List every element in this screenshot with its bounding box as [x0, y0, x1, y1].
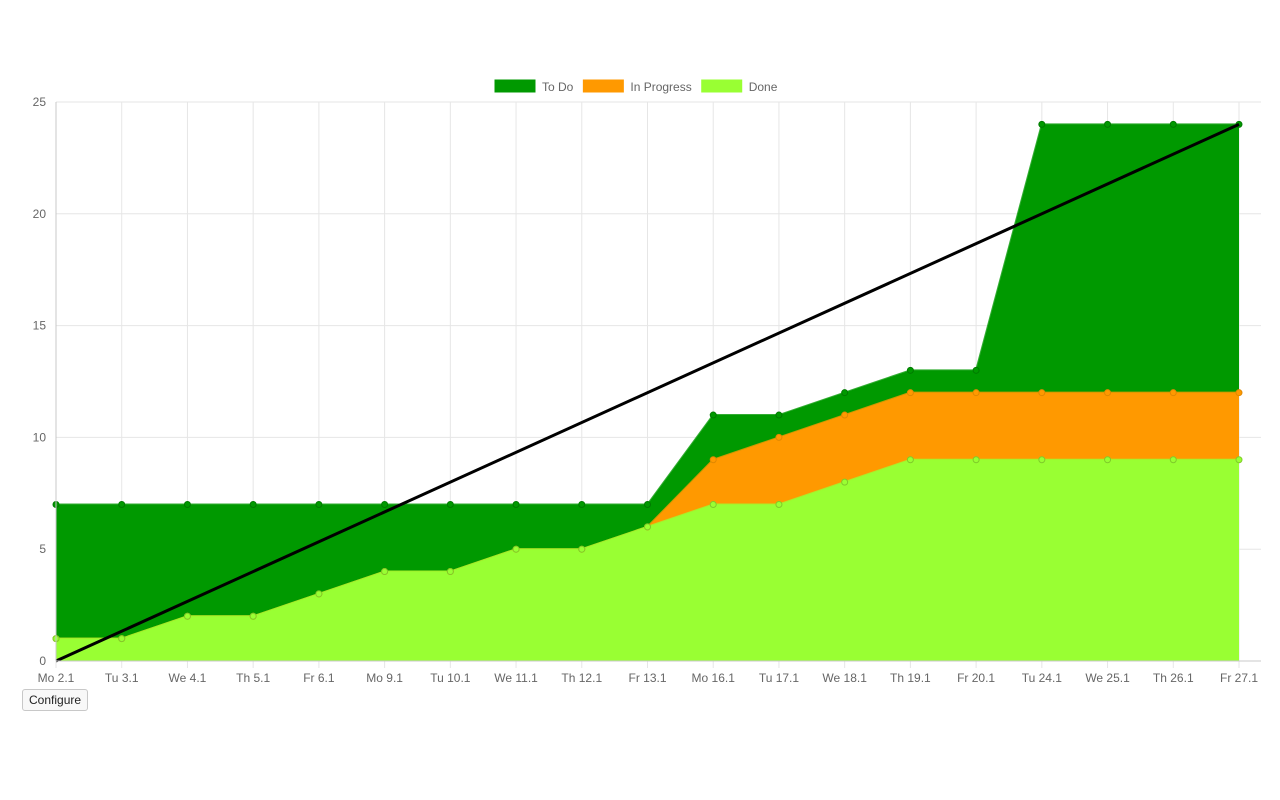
x-tick-label: We 4.1 [169, 671, 207, 685]
data-point-to-do [446, 500, 454, 508]
data-point-to-do [972, 366, 980, 374]
data-point-done [1169, 456, 1177, 464]
data-point-done [1038, 456, 1046, 464]
data-point-done [972, 456, 980, 464]
configure-button[interactable]: Configure [22, 689, 89, 711]
x-tick-label: Th 26.1 [1153, 671, 1194, 685]
data-point-done [906, 456, 914, 464]
legend-label-in-progress: In Progress [630, 80, 691, 94]
x-tick-label: Mo 2.1 [38, 671, 75, 685]
data-point-in-progress [841, 411, 849, 419]
data-point-to-do [644, 500, 651, 508]
data-point-to-do [512, 500, 520, 508]
y-tick-label: 10 [33, 430, 47, 444]
data-point-to-do [709, 411, 717, 419]
data-point-in-progress [906, 389, 914, 397]
data-point-in-progress [1235, 389, 1243, 397]
data-point-done [183, 612, 191, 620]
data-point-to-do [1038, 120, 1046, 128]
x-tick-label: We 11.1 [494, 671, 538, 685]
legend-label-to-do: To Do [542, 80, 574, 94]
data-point-to-do [1104, 120, 1112, 128]
data-point-to-do [906, 366, 914, 374]
data-point-done [446, 568, 454, 576]
data-point-done [315, 590, 323, 598]
x-tick-label: Th 19.1 [890, 671, 931, 685]
data-point-to-do [249, 500, 257, 508]
data-point-to-do [315, 500, 323, 508]
x-tick-label: Tu 24.1 [1022, 671, 1063, 685]
data-point-to-do [381, 500, 389, 508]
x-tick-label: Fr 6.1 [303, 671, 335, 685]
data-point-in-progress [709, 456, 717, 464]
data-point-done [381, 568, 389, 576]
y-tick-label: 5 [39, 542, 46, 556]
data-point-to-do [118, 500, 126, 508]
ideal-line [55, 122, 1240, 663]
data-point-done [512, 545, 520, 553]
legend-label-done: Done [749, 80, 778, 94]
data-point-to-do [578, 500, 586, 508]
data-point-done [1235, 456, 1243, 464]
point-layer [52, 120, 1243, 643]
x-tick-label: Tu 10.1 [430, 671, 471, 685]
x-tick-label: We 25.1 [1085, 671, 1130, 685]
area-done [56, 459, 1239, 661]
y-tick-label: 20 [33, 207, 47, 221]
data-point-done [1104, 456, 1112, 464]
data-point-done [709, 500, 717, 508]
data-point-done [578, 545, 586, 553]
y-tick-label: 15 [33, 319, 47, 333]
data-point-in-progress [1169, 389, 1177, 397]
x-tick-label: Mo 16.1 [692, 671, 736, 685]
data-point-done [775, 500, 783, 508]
axis-layer: 0 5 10 15 20 25 Mo 2.1 Tu 3.1 We 4.1 Th 5.1 Fr 6.1… [33, 95, 1261, 685]
x-tick-label: Fr 13.1 [628, 671, 666, 685]
y-tick-label: 25 [33, 95, 47, 109]
data-point-in-progress [972, 389, 980, 397]
legend: To Do In Progress Done [494, 79, 778, 94]
data-point-to-do [841, 389, 849, 397]
legend-swatch-in-progress [582, 79, 624, 93]
legend-swatch-to-do [494, 79, 536, 93]
x-tick-label: We 18.1 [822, 671, 867, 685]
data-point-in-progress [775, 433, 783, 441]
data-point-in-progress [1038, 389, 1046, 397]
legend-swatch-done [701, 79, 743, 93]
x-tick-label: Th 5.1 [236, 671, 270, 685]
x-tick-label: Fr 20.1 [957, 671, 995, 685]
x-tick-label: Mo 9.1 [366, 671, 403, 685]
x-tick-label: Th 12.1 [561, 671, 602, 685]
x-tick-label: Tu 3.1 [105, 671, 139, 685]
data-point-to-do [775, 411, 783, 419]
y-tick-label: 0 [39, 654, 46, 668]
ideal-line-layer [55, 122, 1240, 663]
x-tick-label: Tu 17.1 [759, 671, 800, 685]
data-point-done [118, 635, 126, 643]
chart-svg: 0 5 10 15 20 25 Mo 2.1 Tu 3.1 We 4.1 Th 5.1 Fr 6.1… [33, 79, 1261, 685]
x-tick-label: Fr 27.1 [1220, 671, 1258, 685]
data-point-done [644, 523, 651, 531]
burnup-chart: 0 5 10 15 20 25 Mo 2.1 Tu 3.1 We 4.1 Th 5.1 Fr 6.1… [33, 79, 1261, 685]
data-point-in-progress [1104, 389, 1112, 397]
data-point-to-do [183, 500, 191, 508]
data-point-done [841, 478, 849, 486]
data-point-to-do [1169, 120, 1177, 128]
data-point-done [249, 612, 257, 620]
